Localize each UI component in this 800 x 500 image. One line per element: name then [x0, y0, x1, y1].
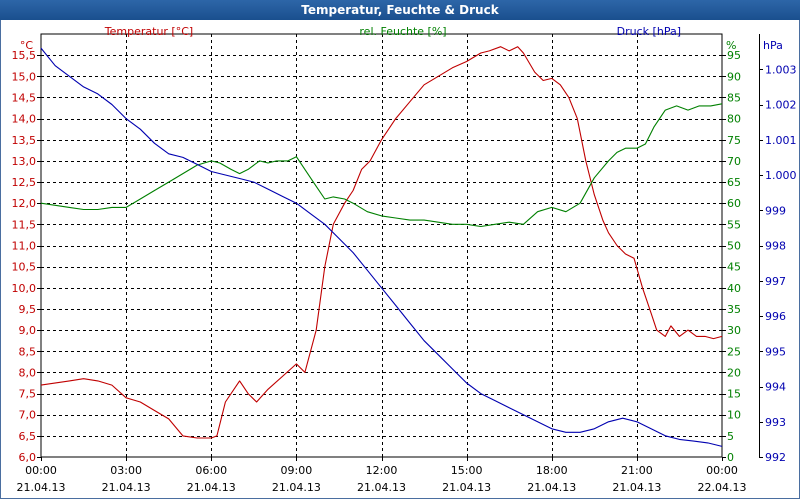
- time-tick-label: 09:00: [281, 464, 313, 477]
- pressure-tick-label: 995: [765, 345, 786, 358]
- humidity-tick-label: 35: [727, 303, 741, 316]
- date-tick-label: 21.04.13: [527, 481, 576, 494]
- temperature-tick-label: 15,5: [12, 49, 37, 62]
- date-tick-label: 21.04.13: [102, 481, 151, 494]
- temperature-tick-label: 10,0: [12, 282, 37, 295]
- humidity-tick-label: 10: [727, 409, 741, 422]
- time-tick-label: 00:00: [25, 464, 57, 477]
- pressure-axis: 1.003 1.002 1.001 1.000 999 998 997 996 995 994 99…: [759, 34, 797, 464]
- date-tick-label: 22.04.13: [698, 481, 747, 494]
- axis-titles: °C Temperatur [°C] rel. Feuchte [%] Druck […: [20, 25, 783, 52]
- temperature-tick-label: 14,5: [12, 91, 37, 104]
- temperature-tick-label: 15,0: [12, 70, 37, 83]
- pressure-tick-label: 996: [765, 310, 786, 323]
- date-tick-label: 21.04.13: [17, 481, 66, 494]
- humidity-line: [40, 103, 723, 228]
- chart-window: °C Temperatur [°C] rel. Feuchte [%] Druck […: [0, 20, 800, 499]
- chart-canvas: °C Temperatur [°C] rel. Feuchte [%] Druck […: [12, 25, 797, 494]
- time-axis: 00:00 21.04.13 03:00 21.04.13 06:00 21.04.13 0…: [17, 457, 747, 494]
- time-tick-label: 12:00: [366, 464, 398, 477]
- humidity-tick-label: 75: [727, 134, 741, 147]
- humidity-tick-label: 55: [727, 218, 741, 231]
- temperature-tick-label: 6,5: [19, 430, 37, 443]
- pressure-axis-title: Druck [hPa]: [617, 25, 681, 38]
- time-tick-label: 03:00: [110, 464, 142, 477]
- temperature-tick-label: 12,0: [12, 197, 37, 210]
- humidity-unit-label: %: [726, 39, 736, 52]
- time-tick-label: 21:00: [621, 464, 653, 477]
- pressure-tick-label: 1.000: [765, 169, 797, 182]
- temperature-tick-label: 14,0: [12, 113, 37, 126]
- date-tick-label: 21.04.13: [442, 481, 491, 494]
- date-tick-label: 21.04.13: [612, 481, 661, 494]
- temperature-tick-label: 13,0: [12, 155, 37, 168]
- grid-lines: [41, 34, 722, 457]
- humidity-tick-label: 85: [727, 91, 741, 104]
- pressure-tick-label: 998: [765, 240, 786, 253]
- date-tick-label: 21.04.13: [272, 481, 321, 494]
- temperature-tick-label: 8,0: [19, 366, 37, 379]
- temperature-tick-label: 13,5: [12, 134, 37, 147]
- humidity-tick-label: 80: [727, 113, 741, 126]
- pressure-tick-label: 993: [765, 416, 786, 429]
- pressure-tick-label: 999: [765, 204, 786, 217]
- temperature-tick-label: 7,5: [19, 388, 37, 401]
- humidity-tick-label: 5: [727, 430, 734, 443]
- pressure-tick-label: 997: [765, 275, 786, 288]
- temperature-tick-label: 11,5: [12, 218, 37, 231]
- plot-area: [40, 33, 723, 458]
- pressure-line: [40, 47, 723, 447]
- humidity-tick-label: 45: [727, 261, 741, 274]
- temperature-tick-label: 11,0: [12, 240, 37, 253]
- humidity-tick-label: 70: [727, 155, 741, 168]
- humidity-axis-title: rel. Feuchte [%]: [359, 25, 446, 38]
- temperature-axis: 15,5 15,0 14,5 14,0 13,5 13,0 12,5 12,0 11,5 11,0…: [12, 49, 41, 464]
- humidity-tick-label: 90: [727, 70, 741, 83]
- temperature-line: [40, 46, 723, 439]
- pressure-tick-label: 1.001: [765, 134, 797, 147]
- temperature-axis-title: Temperatur [°C]: [104, 25, 193, 38]
- time-tick-label: 15:00: [451, 464, 483, 477]
- date-tick-label: 21.04.13: [187, 481, 236, 494]
- humidity-tick-label: 40: [727, 282, 741, 295]
- window-title: Temperatur, Feuchte & Druck: [0, 0, 800, 20]
- temperature-tick-label: 12,5: [12, 176, 37, 189]
- humidity-tick-label: 20: [727, 366, 741, 379]
- temperature-tick-label: 9,5: [19, 303, 37, 316]
- pressure-tick-label: 1.003: [765, 63, 797, 76]
- temperature-tick-label: 9,0: [19, 324, 37, 337]
- time-tick-label: 18:00: [536, 464, 568, 477]
- temperature-tick-label: 7,0: [19, 409, 37, 422]
- humidity-tick-label: 65: [727, 176, 741, 189]
- pressure-tick-label: 992: [765, 451, 786, 464]
- humidity-tick-label: 60: [727, 197, 741, 210]
- series-group: [40, 46, 723, 447]
- temperature-unit-label: °C: [20, 39, 34, 52]
- pressure-tick-label: 994: [765, 381, 786, 394]
- pressure-unit-label: hPa: [763, 39, 783, 52]
- humidity-tick-label: 50: [727, 240, 741, 253]
- pressure-tick-label: 1.002: [765, 99, 797, 112]
- humidity-tick-label: 15: [727, 388, 741, 401]
- humidity-tick-label: 0: [727, 451, 734, 464]
- humidity-tick-label: 25: [727, 345, 741, 358]
- humidity-tick-label: 95: [727, 49, 741, 62]
- temperature-tick-label: 8,5: [19, 345, 37, 358]
- date-tick-label: 21.04.13: [357, 481, 406, 494]
- time-tick-label: 06:00: [195, 464, 227, 477]
- temperature-tick-label: 10,5: [12, 261, 37, 274]
- time-tick-label: 00:00: [706, 464, 738, 477]
- humidity-tick-label: 30: [727, 324, 741, 337]
- temperature-tick-label: 6,0: [19, 451, 37, 464]
